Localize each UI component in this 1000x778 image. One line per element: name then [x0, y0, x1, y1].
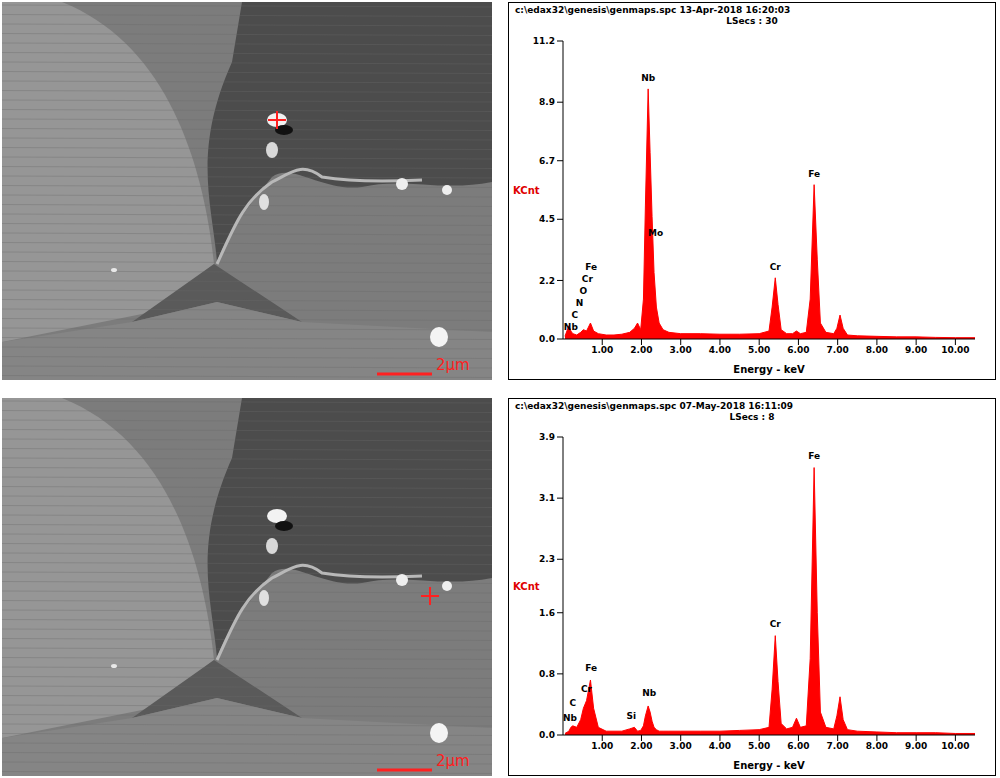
svg-text:3.00: 3.00: [670, 741, 692, 751]
html-text:LSecs : 30: LSecs : 30: [726, 16, 778, 26]
svg-text:O: O: [580, 286, 588, 296]
svg-text:KCnt: KCnt: [513, 185, 540, 196]
svg-text:8.00: 8.00: [866, 741, 888, 751]
svg-text:0.0: 0.0: [539, 730, 555, 740]
svg-text:2μm: 2μm: [436, 356, 470, 374]
svg-text:7.00: 7.00: [827, 741, 849, 751]
svg-text:C: C: [570, 698, 577, 708]
svg-text:Nb: Nb: [641, 73, 656, 83]
svg-text:2.00: 2.00: [630, 345, 652, 355]
svg-text:Fe: Fe: [585, 262, 597, 272]
svg-text:0.8: 0.8: [539, 669, 555, 679]
html-text:LSecs : 8: LSecs : 8: [729, 412, 775, 422]
svg-text:Nb: Nb: [564, 322, 579, 332]
svg-text:Fe: Fe: [585, 663, 597, 673]
svg-text:3.1: 3.1: [539, 493, 555, 503]
svg-text:11.2: 11.2: [533, 36, 555, 46]
svg-text:1.00: 1.00: [591, 741, 613, 751]
svg-text:Cr: Cr: [582, 274, 594, 284]
svg-text:Energy - keV: Energy - keV: [733, 760, 805, 771]
svg-text:10.00: 10.00: [941, 741, 969, 751]
svg-text:C: C: [571, 310, 578, 320]
svg-text:2μm: 2μm: [436, 752, 470, 770]
svg-text:Nb: Nb: [642, 688, 657, 698]
svg-text:9.00: 9.00: [905, 741, 927, 751]
svg-text:2.00: 2.00: [630, 741, 652, 751]
svg-text:Nb: Nb: [563, 713, 578, 723]
svg-text:8.00: 8.00: [866, 345, 888, 355]
svg-text:3.9: 3.9: [539, 432, 555, 442]
svg-text:1.00: 1.00: [591, 345, 613, 355]
svg-text:2.3: 2.3: [539, 554, 555, 564]
svg-text:Fe: Fe: [808, 169, 820, 179]
svg-text:7.00: 7.00: [827, 345, 849, 355]
svg-text:8.9: 8.9: [539, 97, 555, 107]
svg-text:6.7: 6.7: [539, 156, 555, 166]
svg-text:N: N: [576, 298, 584, 308]
svg-text:0.0: 0.0: [539, 334, 555, 344]
svg-text:2.2: 2.2: [539, 276, 555, 286]
svg-text:6.00: 6.00: [787, 345, 809, 355]
svg-text:KCnt: KCnt: [513, 581, 540, 592]
svg-text:4.5: 4.5: [539, 214, 555, 224]
svg-text:Cr: Cr: [581, 684, 593, 694]
svg-text:Energy - keV: Energy - keV: [733, 364, 805, 375]
svg-text:4.00: 4.00: [709, 345, 731, 355]
svg-text:Mo: Mo: [648, 228, 663, 238]
html-text:c:\edax32\genesis\genmaps.spc: c:\edax32\genesis\genmaps.spc 13-Apr-201…: [515, 5, 791, 15]
svg-text:Cr: Cr: [770, 619, 782, 629]
svg-text:9.00: 9.00: [905, 345, 927, 355]
svg-text:6.00: 6.00: [787, 741, 809, 751]
svg-text:Cr: Cr: [770, 262, 782, 272]
svg-text:Si: Si: [626, 711, 636, 721]
svg-text:3.00: 3.00: [670, 345, 692, 355]
html-text:c:\edax32\genesis\genmaps.spc: c:\edax32\genesis\genmaps.spc 07-May-201…: [515, 401, 794, 411]
svg-text:5.00: 5.00: [748, 345, 770, 355]
svg-text:10.00: 10.00: [941, 345, 969, 355]
svg-text:4.00: 4.00: [709, 741, 731, 751]
svg-text:5.00: 5.00: [748, 741, 770, 751]
svg-text:Fe: Fe: [808, 451, 820, 461]
svg-text:1.6: 1.6: [539, 608, 555, 618]
